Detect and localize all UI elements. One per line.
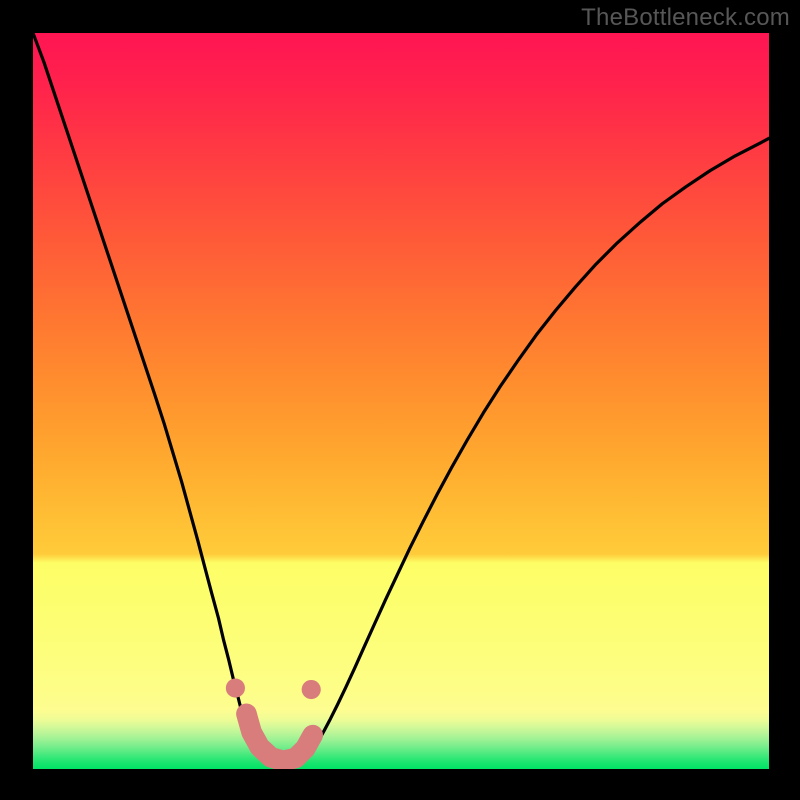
chart-svg	[33, 33, 769, 769]
highlight-dot	[302, 680, 321, 699]
highlight-dot	[226, 678, 245, 697]
watermark-text: TheBottleneck.com	[581, 4, 790, 32]
chart-background	[33, 33, 769, 769]
bottleneck-curve-chart	[33, 33, 769, 769]
